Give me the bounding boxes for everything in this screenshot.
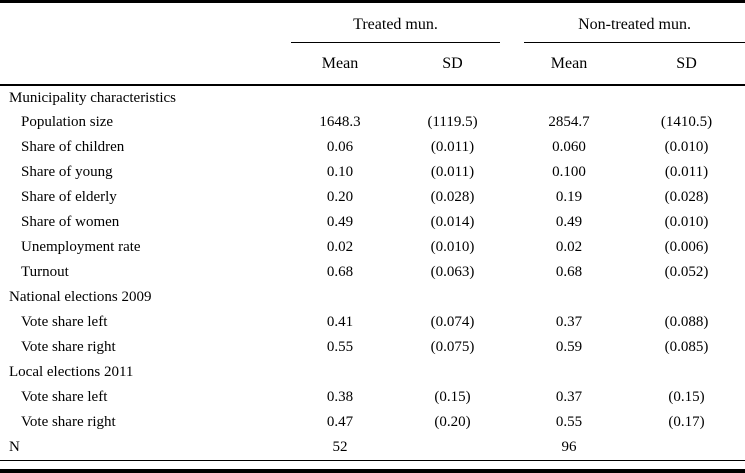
cell-sd-treated: (0.028) — [430, 189, 475, 205]
section-label: Local elections 2011 — [9, 364, 134, 380]
cell-sd-treated: (0.011) — [430, 164, 475, 180]
cell-sd-treated: (0.15) — [434, 389, 471, 405]
row-label: Vote share left — [21, 389, 108, 405]
table-row: Unemployment rate 0.02 (0.010) 0.02 (0.0… — [0, 235, 745, 260]
cell-mean-nontreated: 0.68 — [555, 264, 583, 280]
cell-empty — [395, 435, 511, 461]
cell-mean-nontreated: 0.100 — [552, 164, 586, 180]
empty-corner-cell — [0, 43, 285, 86]
table-row: Share of women 0.49 (0.014) 0.49 (0.010) — [0, 210, 745, 235]
cell-sd-nontreated: (0.15) — [668, 389, 705, 405]
cell-mean-nontreated: 0.59 — [555, 339, 583, 355]
row-label: Share of women — [21, 214, 120, 230]
group-treated-label: Treated mun. — [291, 16, 501, 43]
table-row-section: Municipality characteristics — [0, 85, 745, 110]
cell-sd-nontreated: (0.006) — [664, 239, 709, 255]
cell-mean-nontreated: 0.49 — [555, 214, 583, 230]
cell-mean-nontreated: 2854.7 — [548, 114, 590, 130]
cell-mean-treated: 0.49 — [326, 214, 354, 230]
row-label: Vote share right — [21, 414, 116, 430]
col-header-sd-nontreated: SD — [628, 43, 745, 86]
row-label: Population size — [21, 114, 114, 130]
row-label: N — [0, 435, 285, 461]
cell-mean-treated: 0.55 — [326, 339, 354, 355]
cell-mean-treated: 0.38 — [326, 389, 354, 405]
cell-sd-treated: (0.011) — [430, 139, 475, 155]
col-header-mean-nontreated: Mean — [510, 43, 629, 86]
table-row: Share of children 0.06 (0.011) 0.060 (0.… — [0, 135, 745, 160]
row-label: Turnout — [21, 264, 69, 280]
column-group-header-row: Treated mun. Non-treated mun. — [0, 3, 745, 43]
cell-sd-nontreated: (0.088) — [664, 314, 709, 330]
row-label: Vote share right — [21, 339, 116, 355]
cell-sd-treated: (0.074) — [430, 314, 475, 330]
cell-sd-nontreated: (0.028) — [664, 189, 709, 205]
cell-mean-nontreated: 0.37 — [555, 314, 583, 330]
col-header-sd-treated: SD — [395, 43, 511, 86]
table-row: Vote share right 0.47 (0.20) 0.55 (0.17) — [0, 410, 745, 435]
cell-n-nontreated: 96 — [510, 435, 629, 461]
cell-n-treated: 52 — [285, 435, 395, 461]
cell-mean-nontreated: 0.55 — [555, 414, 583, 430]
subcolumn-header-row: Mean SD Mean SD — [0, 43, 745, 86]
table-row-section: National elections 2009 — [0, 285, 745, 310]
table-row: Share of elderly 0.20 (0.028) 0.19 (0.02… — [0, 185, 745, 210]
table-row-section: Local elections 2011 — [0, 360, 745, 385]
cell-mean-nontreated: 0.37 — [555, 389, 583, 405]
cell-mean-nontreated: 0.19 — [555, 189, 583, 205]
table-bottom-rule — [0, 469, 745, 473]
cell-sd-nontreated: (0.052) — [664, 264, 709, 280]
cell-sd-nontreated: (0.17) — [668, 414, 705, 430]
cell-sd-treated: (0.20) — [434, 414, 471, 430]
group-treated-cell: Treated mun. — [285, 3, 510, 43]
cell-mean-treated: 0.10 — [326, 164, 354, 180]
group-nontreated-cell: Non-treated mun. — [510, 3, 745, 43]
table-top-rule — [0, 0, 745, 3]
cell-sd-treated: (0.010) — [430, 239, 475, 255]
table-row: Turnout 0.68 (0.063) 0.68 (0.052) — [0, 260, 745, 285]
cell-mean-nontreated: 0.02 — [555, 239, 583, 255]
cell-sd-treated: (0.063) — [430, 264, 475, 280]
cell-sd-nontreated: (0.010) — [664, 214, 709, 230]
table-row: Vote share right 0.55 (0.075) 0.59 (0.08… — [0, 335, 745, 360]
cell-sd-nontreated: (0.085) — [664, 339, 709, 355]
table-row-observations: N 52 96 — [0, 435, 745, 461]
table-row: Share of young 0.10 (0.011) 0.100 (0.011… — [0, 160, 745, 185]
summary-statistics-table: Treated mun. Non-treated mun. Mean SD Me… — [0, 3, 745, 461]
cell-sd-nontreated: (0.010) — [664, 139, 709, 155]
cell-sd-treated: (0.075) — [430, 339, 475, 355]
group-nontreated-label: Non-treated mun. — [524, 16, 745, 43]
cell-empty — [628, 435, 745, 461]
section-label: National elections 2009 — [9, 289, 152, 305]
cell-sd-treated: (1119.5) — [427, 114, 478, 130]
cell-mean-treated: 0.68 — [326, 264, 354, 280]
row-label: Vote share left — [21, 314, 108, 330]
empty-corner-cell — [0, 3, 285, 43]
cell-mean-treated: 1648.3 — [319, 114, 361, 130]
cell-sd-treated: (0.014) — [430, 214, 475, 230]
cell-mean-nontreated: 0.060 — [552, 139, 586, 155]
row-label: Unemployment rate — [21, 239, 141, 255]
row-label: Share of elderly — [21, 189, 117, 205]
cell-mean-treated: 0.47 — [326, 414, 354, 430]
row-label: Share of children — [21, 139, 125, 155]
section-label: Municipality characteristics — [9, 89, 177, 106]
cell-mean-treated: 0.06 — [326, 139, 354, 155]
cell-mean-treated: 0.20 — [326, 189, 354, 205]
row-label: Share of young — [21, 164, 113, 180]
table-row: Vote share left 0.41 (0.074) 0.37 (0.088… — [0, 310, 745, 335]
cell-sd-nontreated: (0.011) — [664, 164, 709, 180]
col-header-mean-treated: Mean — [285, 43, 395, 86]
cell-sd-nontreated: (1410.5) — [660, 114, 713, 130]
table-row: Population size 1648.3 (1119.5) 2854.7 (… — [0, 110, 745, 135]
table-row: Vote share left 0.38 (0.15) 0.37 (0.15) — [0, 385, 745, 410]
cell-mean-treated: 0.41 — [326, 314, 354, 330]
cell-mean-treated: 0.02 — [326, 239, 354, 255]
